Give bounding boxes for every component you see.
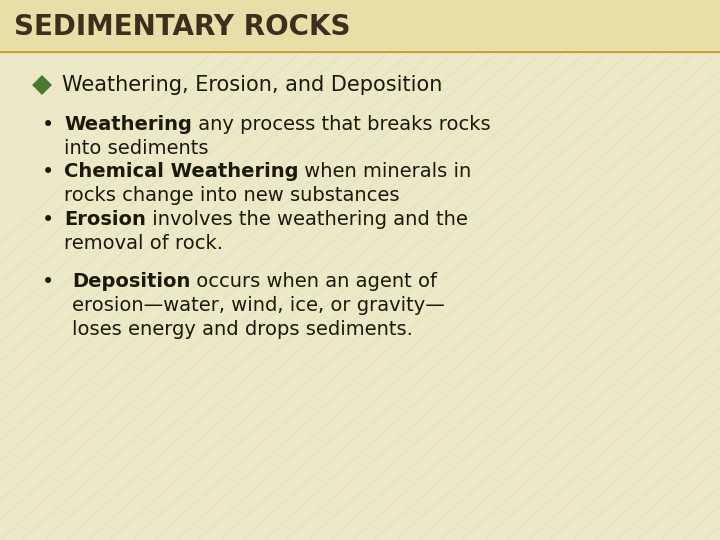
Text: •: •	[42, 210, 54, 230]
Text: loses energy and drops sediments.: loses energy and drops sediments.	[72, 320, 413, 339]
Text: Deposition: Deposition	[72, 272, 190, 291]
Text: when minerals in: when minerals in	[299, 162, 472, 181]
Text: rocks change into new substances: rocks change into new substances	[64, 186, 400, 205]
Text: Weathering, Erosion, and Deposition: Weathering, Erosion, and Deposition	[62, 75, 442, 95]
Text: •: •	[42, 115, 54, 135]
Text: any process that breaks rocks: any process that breaks rocks	[192, 115, 490, 134]
Text: •: •	[42, 162, 54, 182]
Text: Weathering: Weathering	[64, 115, 192, 134]
Text: Erosion: Erosion	[64, 210, 146, 229]
Text: removal of rock.: removal of rock.	[64, 234, 223, 253]
Text: into sediments: into sediments	[64, 139, 209, 158]
Text: erosion—water, wind, ice, or gravity—: erosion—water, wind, ice, or gravity—	[72, 296, 445, 315]
Text: occurs when an agent of: occurs when an agent of	[190, 272, 437, 291]
Bar	[0, 0, 720, 50]
Text: Chemical Weathering: Chemical Weathering	[64, 162, 299, 181]
Text: SEDIMENTARY ROCKS: SEDIMENTARY ROCKS	[14, 13, 351, 41]
Text: •: •	[42, 272, 54, 292]
Text: involves the weathering and the: involves the weathering and the	[146, 210, 468, 229]
